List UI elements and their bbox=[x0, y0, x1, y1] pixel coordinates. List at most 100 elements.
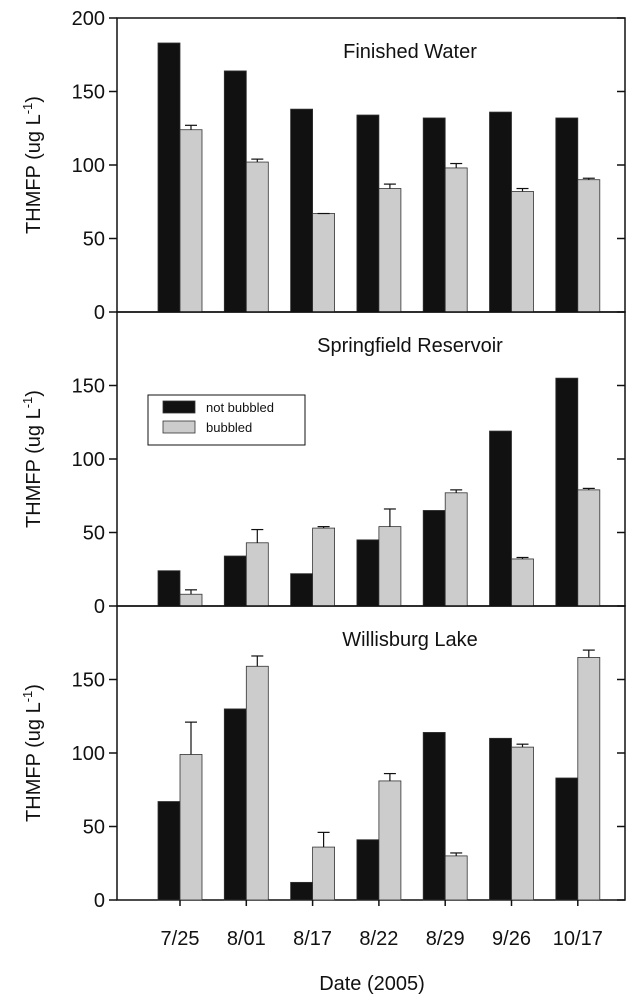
y-tick-label: 150 bbox=[72, 82, 105, 104]
bar bbox=[223, 70, 247, 313]
y-tick-label: 150 bbox=[72, 670, 105, 692]
bar bbox=[312, 846, 336, 901]
bar bbox=[444, 167, 468, 313]
y-axis-label: THMFP (ug L-1) bbox=[20, 390, 45, 528]
bar bbox=[157, 42, 181, 313]
bar bbox=[223, 555, 247, 607]
x-tick-label: 10/17 bbox=[553, 928, 603, 950]
y-tick-label: 0 bbox=[94, 890, 105, 912]
error-bar bbox=[185, 721, 197, 755]
panel-title: Finished Water bbox=[343, 41, 477, 63]
y-axis-label-text: THMFP (ug L bbox=[23, 408, 45, 528]
error-bar bbox=[582, 649, 595, 658]
bar bbox=[444, 492, 468, 607]
bar bbox=[223, 708, 247, 901]
bar bbox=[489, 111, 512, 313]
bar bbox=[378, 780, 402, 901]
y-axis-label-text: THMFP (ug L bbox=[23, 114, 45, 234]
x-tick-label: 8/17 bbox=[293, 928, 332, 950]
error-bar bbox=[582, 177, 595, 180]
y-axis-label-text: THMFP (ug L bbox=[23, 702, 45, 822]
x-tick-label: 7/25 bbox=[161, 928, 200, 950]
y-axis-label-sup: -1 bbox=[20, 691, 35, 703]
bar bbox=[577, 489, 601, 607]
bar bbox=[179, 593, 203, 607]
bar bbox=[356, 839, 380, 901]
y-tick-label: 50 bbox=[83, 817, 105, 839]
bar bbox=[290, 108, 314, 313]
bar bbox=[444, 855, 468, 901]
bar bbox=[555, 377, 579, 607]
bar bbox=[179, 129, 203, 313]
panel-title: Willisburg Lake bbox=[342, 629, 478, 651]
y-tick-label: 200 bbox=[72, 8, 105, 30]
bar bbox=[489, 430, 512, 607]
bar bbox=[356, 114, 380, 313]
bar bbox=[179, 754, 203, 901]
error-bar bbox=[450, 162, 463, 168]
error-bar bbox=[450, 852, 463, 856]
bar bbox=[422, 117, 446, 313]
error-bar bbox=[383, 772, 396, 781]
error-bar bbox=[317, 526, 330, 529]
panel-title: Springfield Reservoir bbox=[317, 335, 503, 357]
error-bar bbox=[185, 124, 197, 130]
x-tick-label: 8/01 bbox=[227, 928, 266, 950]
y-tick-label: 0 bbox=[94, 596, 105, 618]
y-tick-label: 0 bbox=[94, 302, 105, 324]
bar bbox=[511, 746, 534, 901]
bar bbox=[290, 573, 314, 607]
bar bbox=[312, 213, 336, 313]
x-tick-label: 9/26 bbox=[492, 928, 531, 950]
error-bar bbox=[251, 655, 264, 667]
error-bar bbox=[516, 187, 529, 192]
legend-label: not bubbled bbox=[206, 400, 274, 415]
bar bbox=[555, 777, 579, 901]
x-tick-label: 8/22 bbox=[359, 928, 398, 950]
bar bbox=[577, 179, 601, 313]
x-tick-label: 8/29 bbox=[426, 928, 465, 950]
legend-swatch bbox=[162, 420, 196, 434]
y-axis-label: THMFP (ug L-1) bbox=[20, 684, 45, 822]
error-bar bbox=[516, 743, 529, 748]
y-axis-label-end: ) bbox=[23, 390, 45, 397]
bar bbox=[555, 117, 579, 313]
bar bbox=[245, 161, 269, 313]
y-tick-label: 50 bbox=[83, 229, 105, 251]
bar bbox=[378, 188, 402, 313]
bar bbox=[290, 881, 314, 901]
bar bbox=[245, 665, 269, 901]
error-bar bbox=[383, 508, 396, 527]
legend-swatch bbox=[162, 400, 196, 414]
legend-label: bubbled bbox=[206, 420, 252, 435]
error-bar bbox=[383, 183, 396, 189]
y-axis-label-sup: -1 bbox=[20, 103, 35, 115]
bar bbox=[422, 510, 446, 607]
error-bar bbox=[516, 556, 529, 559]
y-tick-label: 100 bbox=[72, 155, 105, 177]
y-axis-label-end: ) bbox=[23, 684, 45, 691]
error-bar bbox=[251, 528, 264, 543]
y-tick-label: 150 bbox=[72, 376, 105, 398]
bar bbox=[157, 570, 181, 607]
error-bar bbox=[582, 487, 595, 490]
bar bbox=[489, 737, 512, 901]
bar bbox=[511, 191, 534, 313]
y-tick-label: 100 bbox=[72, 449, 105, 471]
y-axis-label-sup: -1 bbox=[20, 397, 35, 409]
error-bar bbox=[185, 589, 197, 595]
y-tick-label: 100 bbox=[72, 743, 105, 765]
bar bbox=[378, 526, 402, 607]
error-bar bbox=[317, 831, 330, 848]
y-tick-label: 50 bbox=[83, 523, 105, 545]
bar bbox=[356, 539, 380, 607]
bar bbox=[312, 527, 336, 607]
y-axis-label-end: ) bbox=[23, 96, 45, 103]
x-axis-label: Date (2005) bbox=[319, 973, 425, 995]
bar bbox=[245, 542, 269, 607]
y-axis-label: THMFP (ug L-1) bbox=[20, 96, 45, 234]
bar bbox=[422, 732, 446, 901]
error-bar bbox=[251, 158, 264, 163]
bar bbox=[577, 657, 601, 901]
